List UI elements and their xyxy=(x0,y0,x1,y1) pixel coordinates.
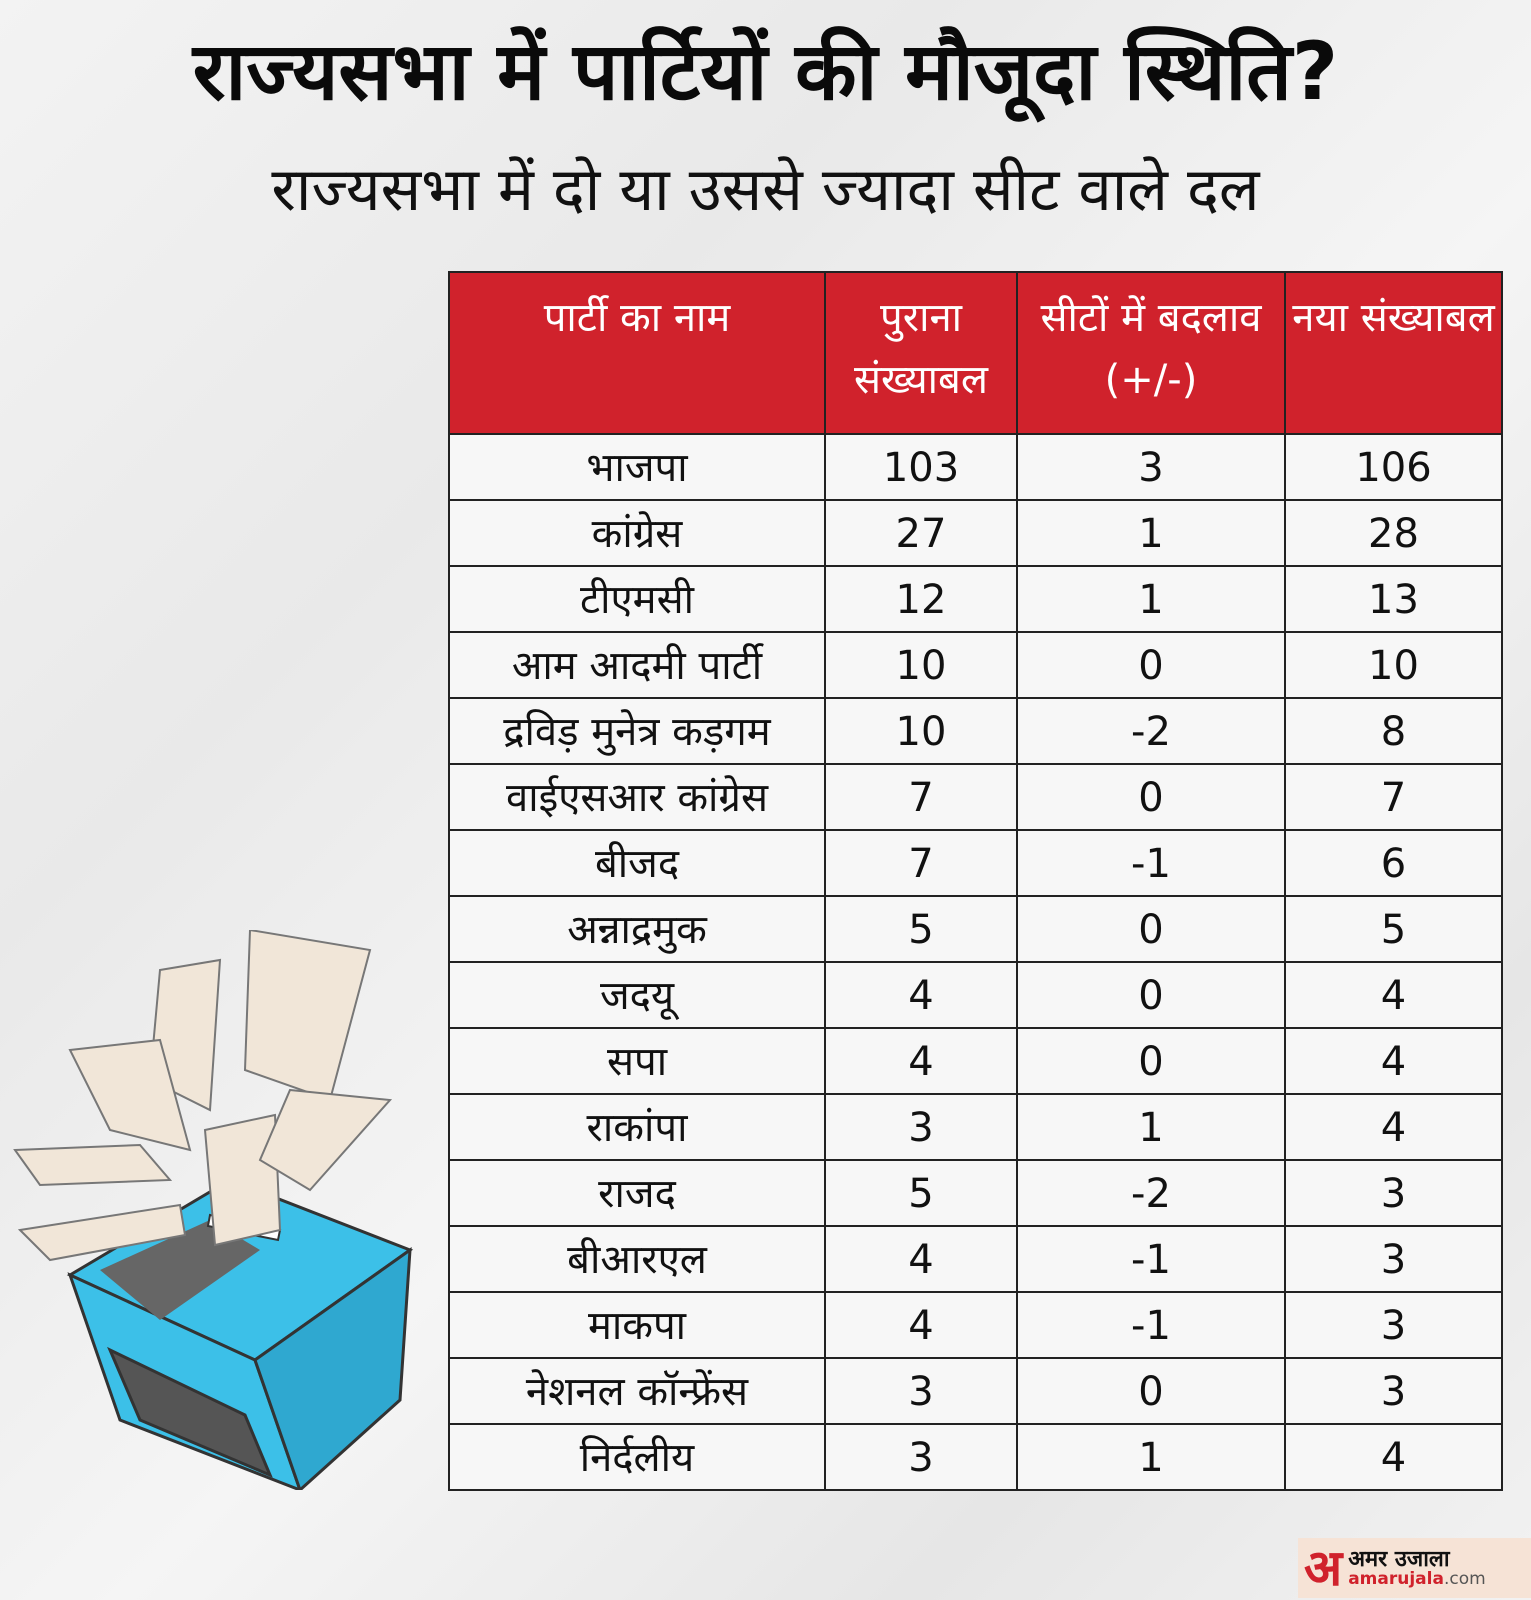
table-row: नेशनल कॉन्फ्रेंस 3 0 3 xyxy=(448,1357,1503,1425)
cell-old-strength: 4 xyxy=(824,1027,1018,1095)
cell-new-strength: 8 xyxy=(1284,697,1503,765)
cell-new-strength: 3 xyxy=(1284,1357,1503,1425)
cell-new-strength: 10 xyxy=(1284,631,1503,699)
table-row: भाजपा 103 3 106 xyxy=(448,433,1503,501)
header-old-strength: पुराना संख्याबल xyxy=(824,271,1018,435)
table-row: अन्नाद्रमुक 5 0 5 xyxy=(448,895,1503,963)
cell-party-name: निर्दलीय xyxy=(448,1423,826,1491)
cell-old-strength: 4 xyxy=(824,1225,1018,1293)
page-title-container: राज्यसभा में पार्टियों की मौजूदा स्थिति? xyxy=(20,22,1511,122)
cell-new-strength: 4 xyxy=(1284,961,1503,1029)
cell-seat-change: 1 xyxy=(1016,565,1286,633)
cell-party-name: बीजद xyxy=(448,829,826,897)
logo-domain: amarujala.com xyxy=(1348,1568,1486,1589)
header-party-name: पार्टी का नाम xyxy=(448,271,826,435)
cell-party-name: सपा xyxy=(448,1027,826,1095)
logo-domain-tld: .com xyxy=(1443,1568,1486,1589)
table-row: राकांपा 3 1 4 xyxy=(448,1093,1503,1161)
cell-old-strength: 4 xyxy=(824,1291,1018,1359)
cell-old-strength: 4 xyxy=(824,961,1018,1029)
cell-new-strength: 3 xyxy=(1284,1291,1503,1359)
logo-hindi: अमर उजाला xyxy=(1348,1546,1450,1572)
table-row: निर्दलीय 3 1 4 xyxy=(448,1423,1503,1491)
cell-party-name: टीएमसी xyxy=(448,565,826,633)
page-subtitle: राज्यसभा में दो या उससे ज्यादा सीट वाले … xyxy=(271,155,1260,225)
table-row: जदयू 4 0 4 xyxy=(448,961,1503,1029)
cell-party-name: द्रविड़ मुनेत्र कड़गम xyxy=(448,697,826,765)
cell-new-strength: 13 xyxy=(1284,565,1503,633)
cell-party-name: भाजपा xyxy=(448,433,826,501)
cell-seat-change: 1 xyxy=(1016,499,1286,567)
cell-seat-change: 3 xyxy=(1016,433,1286,501)
cell-party-name: राकांपा xyxy=(448,1093,826,1161)
cell-old-strength: 5 xyxy=(824,1159,1018,1227)
table-row: आम आदमी पार्टी 10 0 10 xyxy=(448,631,1503,699)
cell-seat-change: -1 xyxy=(1016,1225,1286,1293)
header-new-strength: नया संख्याबल xyxy=(1284,271,1503,435)
table-row: टीएमसी 12 1 13 xyxy=(448,565,1503,633)
cell-party-name: नेशनल कॉन्फ्रेंस xyxy=(448,1357,826,1425)
table-header-row: पार्टी का नाम पुराना संख्याबल सीटों में … xyxy=(448,271,1503,435)
ballot-box-illustration xyxy=(13,930,414,1490)
cell-seat-change: 0 xyxy=(1016,1357,1286,1425)
cell-seat-change: 0 xyxy=(1016,631,1286,699)
cell-new-strength: 4 xyxy=(1284,1027,1503,1095)
cell-seat-change: 1 xyxy=(1016,1093,1286,1161)
cell-seat-change: 0 xyxy=(1016,961,1286,1029)
table-row: कांग्रेस 27 1 28 xyxy=(448,499,1503,567)
cell-new-strength: 6 xyxy=(1284,829,1503,897)
cell-new-strength: 3 xyxy=(1284,1225,1503,1293)
cell-old-strength: 10 xyxy=(824,631,1018,699)
cell-new-strength: 4 xyxy=(1284,1423,1503,1491)
cell-party-name: माकपा xyxy=(448,1291,826,1359)
page-title: राज्यसभा में पार्टियों की मौजूदा स्थिति? xyxy=(192,25,1339,118)
cell-old-strength: 3 xyxy=(824,1423,1018,1491)
cell-seat-change: -2 xyxy=(1016,697,1286,765)
cell-old-strength: 10 xyxy=(824,697,1018,765)
cell-old-strength: 12 xyxy=(824,565,1018,633)
table-row: बीआरएल 4 -1 3 xyxy=(448,1225,1503,1293)
logo-domain-name: amarujala xyxy=(1348,1568,1444,1589)
logo-mark: अ xyxy=(1304,1539,1343,1597)
cell-old-strength: 3 xyxy=(824,1357,1018,1425)
cell-party-name: राजद xyxy=(448,1159,826,1227)
cell-party-name: वाईएसआर कांग्रेस xyxy=(448,763,826,831)
cell-party-name: कांग्रेस xyxy=(448,499,826,567)
cell-old-strength: 3 xyxy=(824,1093,1018,1161)
cell-old-strength: 103 xyxy=(824,433,1018,501)
header-seat-change: सीटों में बदलाव (+/-) xyxy=(1016,271,1286,435)
cell-old-strength: 7 xyxy=(824,829,1018,897)
cell-old-strength: 7 xyxy=(824,763,1018,831)
cell-seat-change: 1 xyxy=(1016,1423,1286,1491)
table-row: बीजद 7 -1 6 xyxy=(448,829,1503,897)
table-row: सपा 4 0 4 xyxy=(448,1027,1503,1095)
cell-new-strength: 4 xyxy=(1284,1093,1503,1161)
cell-seat-change: -1 xyxy=(1016,829,1286,897)
page-subtitle-container: राज्यसभा में दो या उससे ज्यादा सीट वाले … xyxy=(20,150,1511,230)
cell-party-name: आम आदमी पार्टी xyxy=(448,631,826,699)
cell-old-strength: 5 xyxy=(824,895,1018,963)
cell-new-strength: 5 xyxy=(1284,895,1503,963)
cell-new-strength: 3 xyxy=(1284,1159,1503,1227)
cell-party-name: बीआरएल xyxy=(448,1225,826,1293)
cell-new-strength: 7 xyxy=(1284,763,1503,831)
table-row: वाईएसआर कांग्रेस 7 0 7 xyxy=(448,763,1503,831)
cell-party-name: अन्नाद्रमुक xyxy=(448,895,826,963)
cell-seat-change: 0 xyxy=(1016,763,1286,831)
cell-seat-change: 0 xyxy=(1016,895,1286,963)
cell-party-name: जदयू xyxy=(448,961,826,1029)
cell-seat-change: -1 xyxy=(1016,1291,1286,1359)
party-seats-table: पार्टी का नाम पुराना संख्याबल सीटों में … xyxy=(448,271,1503,1491)
table-row: माकपा 4 -1 3 xyxy=(448,1291,1503,1359)
cell-old-strength: 27 xyxy=(824,499,1018,567)
table-row: द्रविड़ मुनेत्र कड़गम 10 -2 8 xyxy=(448,697,1503,765)
cell-seat-change: 0 xyxy=(1016,1027,1286,1095)
amar-ujala-logo: अ अमर उजाला amarujala.com xyxy=(1298,1538,1531,1598)
cell-seat-change: -2 xyxy=(1016,1159,1286,1227)
table-row: राजद 5 -2 3 xyxy=(448,1159,1503,1227)
cell-new-strength: 106 xyxy=(1284,433,1503,501)
cell-new-strength: 28 xyxy=(1284,499,1503,567)
